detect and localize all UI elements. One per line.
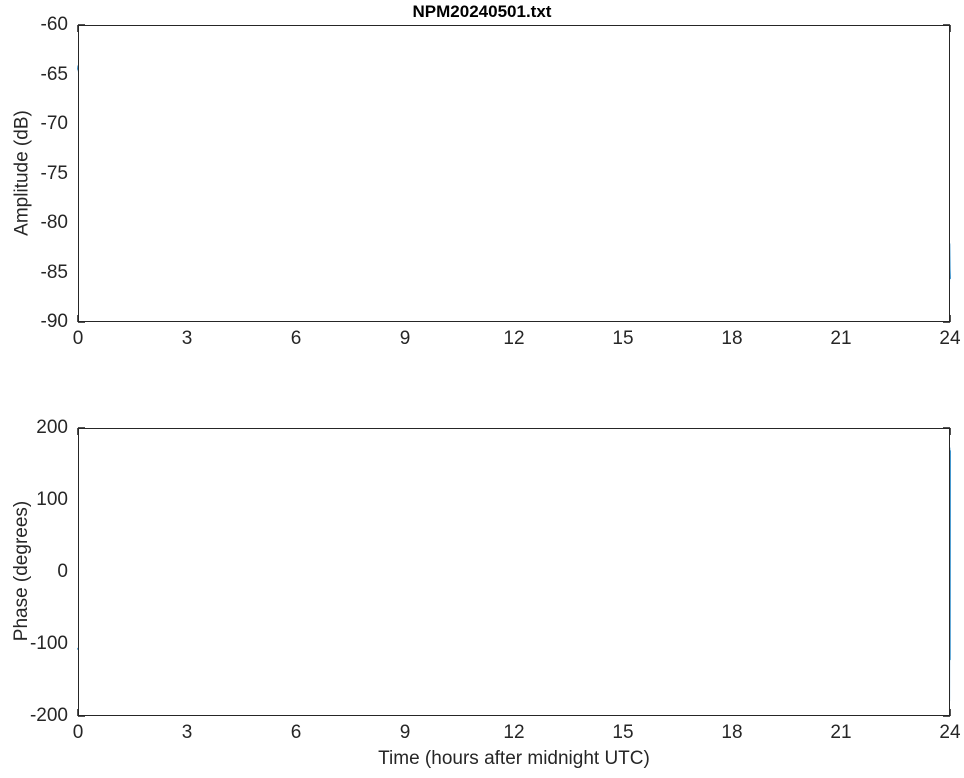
- y-tick-label: -60: [40, 14, 68, 35]
- x-tick-label: 18: [721, 722, 743, 743]
- x-tick-label: 6: [290, 328, 302, 349]
- y-tick-label: -80: [40, 212, 68, 233]
- y-tick-label: 200: [36, 417, 68, 438]
- x-tick-label: 24: [939, 328, 961, 349]
- x-axis-label: Time (hours after midnight UTC): [378, 748, 650, 769]
- amplitude-axes-box: [78, 25, 950, 322]
- x-tick-label: 6: [290, 722, 302, 743]
- phase-plot-panel: [77, 427, 951, 717]
- phase-axes-box: [78, 428, 950, 716]
- amplitude-y-axis-label: Amplitude (dB): [11, 109, 32, 236]
- y-tick-label: -85: [40, 261, 68, 283]
- y-tick-label: -70: [40, 113, 68, 134]
- x-tick-label: 3: [181, 328, 193, 349]
- x-tick-label: 0: [72, 722, 84, 743]
- x-tick-label: 0: [72, 328, 84, 349]
- x-tick-label: 3: [181, 722, 193, 743]
- x-tick-label: 18: [721, 328, 743, 349]
- x-tick-label: 21: [830, 722, 852, 743]
- x-tick-label: 15: [612, 328, 634, 349]
- x-tick-label: 12: [503, 722, 525, 743]
- amplitude-plot-panel: [77, 24, 951, 323]
- x-tick-label: 21: [830, 328, 852, 349]
- y-tick-label: -65: [40, 63, 68, 85]
- y-tick-label: -90: [40, 311, 68, 332]
- phase-y-axis-label: Phase (degrees): [11, 500, 32, 642]
- figure-title: NPM20240501.txt: [412, 2, 552, 21]
- y-tick-label: -200: [29, 705, 68, 726]
- x-tick-label: 9: [399, 722, 411, 743]
- y-tick-label: -100: [29, 633, 68, 654]
- y-tick-label: -75: [40, 162, 68, 184]
- y-tick-label: 100: [36, 489, 68, 510]
- x-tick-label: 9: [399, 328, 411, 349]
- y-tick-label: 0: [57, 561, 68, 582]
- x-tick-label: 15: [612, 722, 634, 743]
- x-tick-label: 12: [503, 328, 525, 349]
- x-tick-label: 24: [939, 722, 961, 743]
